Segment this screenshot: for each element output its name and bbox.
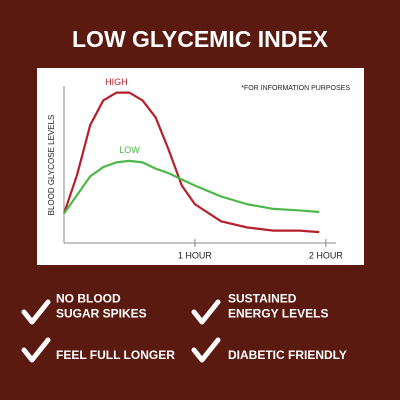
check [191,337,221,363]
check [21,337,51,363]
checkmarks [21,299,221,363]
y-axis-label: BLOOD GLYCOSE LEVELS [47,115,56,216]
title: LOW GLYCEMIC INDEX [72,26,329,52]
feature-text: DIABETIC FRIENDLY [228,348,347,362]
check [21,299,51,325]
x-tick-label: 1 HOUR [178,250,213,260]
check [191,299,221,325]
feature-text: SUSTAINED [228,292,297,306]
feature-text: FEEL FULL LONGER [56,348,175,362]
feature-text: SUGAR SPIKES [56,307,147,321]
x-tick-label: 2 HOUR [309,250,344,260]
series-label: HIGH [105,77,128,87]
note: *FOR INFORMATION PURPOSES [241,85,350,92]
line [63,159,320,215]
series-label: LOW [119,145,140,155]
feature-text: NO BLOOD [56,292,121,306]
chart-panel [37,68,364,265]
line [62,91,320,234]
feature-text: ENERGY LEVELS [228,307,328,321]
